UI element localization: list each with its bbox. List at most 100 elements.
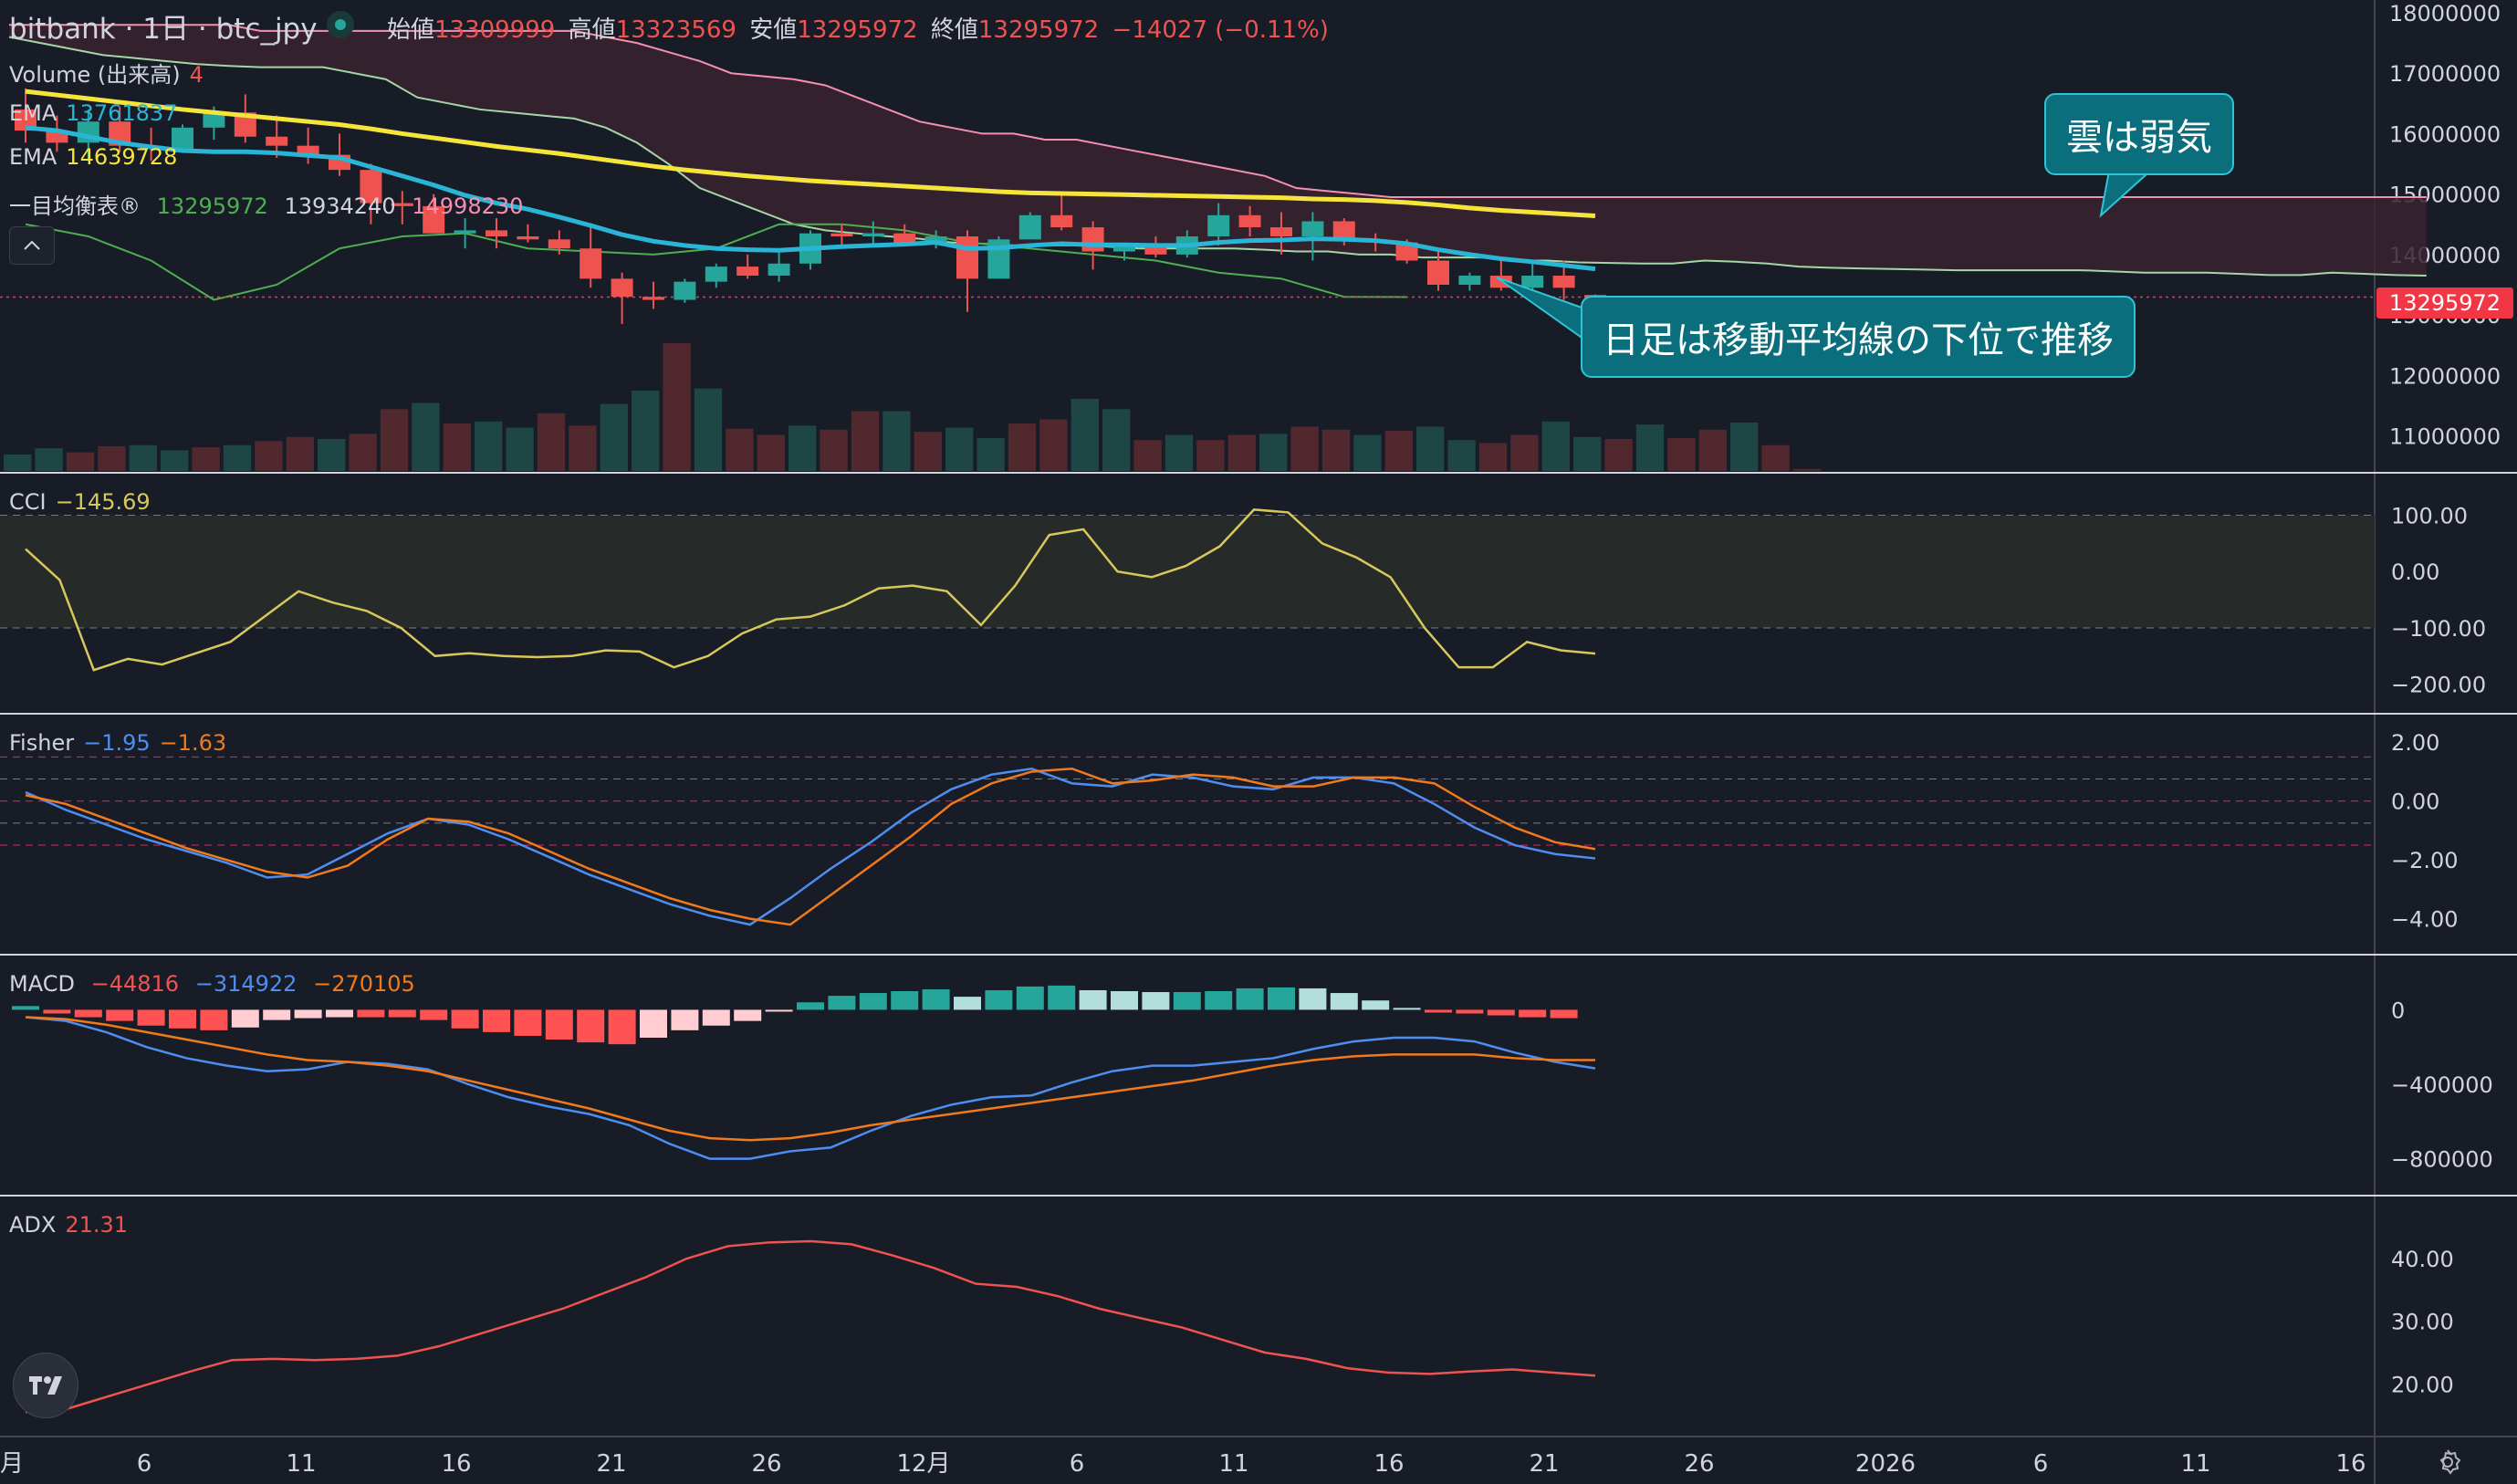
adx-legend[interactable]: ADX 21.31	[9, 1212, 137, 1238]
chart-title: bitbank · 1日 · btc_jpy	[9, 13, 318, 46]
volume-bar	[1227, 434, 1256, 471]
macd-histogram-bar	[137, 1009, 165, 1026]
macd-line-value: −314922	[194, 971, 298, 997]
volume-bar	[255, 441, 283, 471]
volume-bar	[1259, 434, 1288, 471]
volume-bar	[1416, 426, 1445, 471]
price-tick-label: 16000000	[2389, 121, 2501, 147]
macd-histogram-bar	[734, 1009, 762, 1021]
indicator-tick-label: 40.00	[2391, 1247, 2454, 1272]
macd-histogram-bar	[891, 991, 919, 1010]
volume-bar	[1321, 429, 1351, 471]
adx-label: ADX	[9, 1212, 57, 1238]
last-price-tag: 13295972	[2376, 287, 2513, 319]
collapse-legend-button[interactable]	[9, 226, 55, 265]
candle-body	[1270, 227, 1292, 236]
ichimoku-span-a-line	[8, 36, 2427, 277]
candle-body	[391, 203, 413, 206]
ma-callout[interactable]: 日足は移動平均線の下位で推移	[1581, 296, 2136, 378]
volume-bar	[1008, 423, 1037, 471]
ema-slow-line	[25, 89, 1596, 219]
ichimoku-legend[interactable]: 一目均衡表® 13295972 13934240 14998230	[9, 188, 532, 220]
ema-fast-label: EMA	[9, 100, 57, 126]
candle-body	[1301, 221, 1324, 236]
volume-legend[interactable]: Volume (出来高) 4	[9, 57, 213, 89]
volume-bar	[506, 427, 534, 471]
macd-legend[interactable]: MACD −44816 −314922 −270105	[9, 971, 424, 997]
volume-bar	[851, 411, 880, 471]
fisher-value: −1.95	[83, 730, 151, 756]
volume-bar	[412, 402, 440, 471]
macd-histogram-bar	[1173, 992, 1201, 1010]
macd-histogram-bar	[1236, 988, 1264, 1010]
time-tick-label: 2026	[1855, 1450, 1916, 1478]
candle-body	[705, 266, 727, 282]
volume-bar	[1573, 436, 1602, 471]
macd-histogram-bar	[451, 1009, 479, 1029]
fisher-trigger-value: −1.63	[159, 730, 227, 756]
fisher-legend[interactable]: Fisher −1.95 −1.63	[9, 730, 235, 756]
tradingview-logo[interactable]	[13, 1353, 78, 1418]
volume-bar	[883, 411, 911, 471]
volume-bar	[1730, 422, 1759, 471]
cci-legend[interactable]: CCI −145.69	[9, 489, 160, 515]
candle-body	[1113, 245, 1135, 252]
volume-bar	[1635, 424, 1665, 471]
macd-histogram-bar	[12, 1006, 39, 1010]
indicator-line-fisher	[25, 767, 1596, 926]
volume-bar	[1102, 409, 1131, 471]
macd-histogram-bar	[200, 1009, 228, 1030]
candle-body	[297, 145, 319, 155]
settings-gear-icon[interactable]	[2433, 1447, 2462, 1477]
indicator-tick-label: 100.00	[2391, 504, 2468, 529]
candle-body	[862, 233, 884, 236]
volume-bar	[1353, 434, 1382, 471]
cci-band	[0, 515, 2375, 628]
time-tick-label: 12月	[896, 1450, 950, 1478]
macd-line-signal	[25, 1016, 1596, 1142]
cloud-callout[interactable]: 雲は弱気	[2044, 93, 2234, 175]
volume-bar	[1133, 440, 1162, 471]
volume-bar	[1290, 426, 1319, 471]
ema-slow-legend[interactable]: EMA 14639728	[9, 144, 186, 170]
tradingview-icon	[29, 1376, 62, 1395]
macd-histogram-bar	[326, 1009, 353, 1018]
volume-bar	[1604, 439, 1633, 471]
time-tick-label: 26	[751, 1450, 781, 1478]
volume-bar	[286, 436, 314, 471]
volume-bar	[1447, 440, 1476, 471]
macd-histogram-bar	[1393, 1008, 1421, 1010]
macd-histogram-bar	[640, 1009, 667, 1038]
time-tick-label: 21	[596, 1450, 626, 1478]
candle-body	[1521, 276, 1544, 288]
high-value: 13323569	[615, 16, 736, 44]
indicator-line-trigger	[25, 767, 1596, 926]
candle-body	[1207, 214, 1230, 236]
candle-body	[15, 109, 37, 131]
candle-body	[1238, 214, 1261, 228]
ema-fast-legend[interactable]: EMA 13761837	[9, 100, 186, 126]
macd-histogram-bar	[859, 993, 887, 1010]
volume-bar	[820, 429, 848, 471]
volume-bar	[475, 421, 503, 471]
indicator-line-adx	[25, 1239, 1596, 1414]
indicator-tick-label: 0.00	[2391, 559, 2439, 585]
candle-body	[830, 233, 853, 236]
macd-histogram-bar	[1519, 1009, 1547, 1018]
macd-histogram-bar	[985, 989, 1013, 1010]
indicator-line-cci	[25, 508, 1596, 672]
fisher-label: Fisher	[9, 730, 75, 756]
time-tick-label: 11	[2180, 1450, 2210, 1478]
time-tick-label: 6	[2033, 1450, 2049, 1478]
candle-body	[548, 239, 570, 249]
time-tick-label: 21	[1529, 1450, 1559, 1478]
close-label: 終値	[930, 16, 978, 44]
macd-histogram-bar	[1111, 991, 1138, 1010]
time-tick-label: 16	[2335, 1450, 2366, 1478]
time-tick-label: 16	[1373, 1450, 1404, 1478]
volume-bar	[1510, 434, 1539, 471]
candle-body	[266, 136, 288, 146]
indicator-tick-label: −800000	[2391, 1147, 2493, 1173]
indicator-tick-label: −200.00	[2391, 673, 2486, 698]
